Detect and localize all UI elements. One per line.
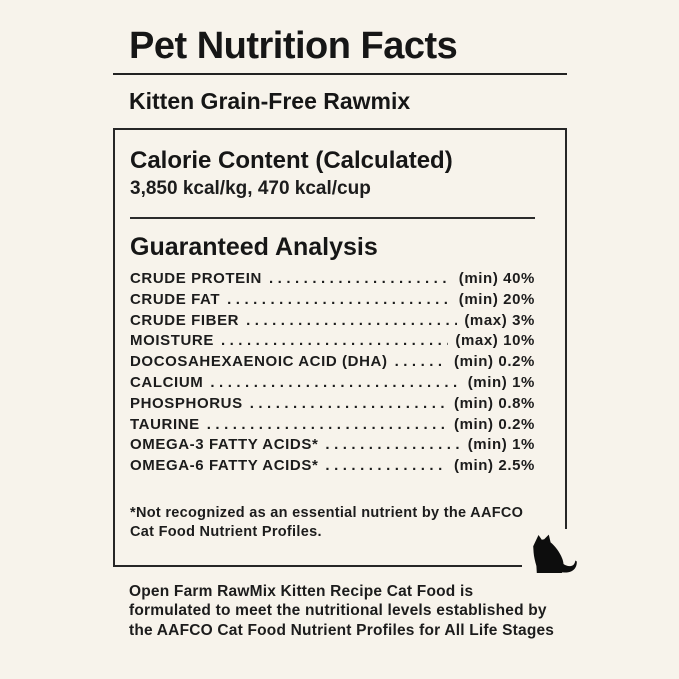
dot-leader [395,352,447,373]
dot-leader [250,394,447,415]
dot-leader [269,269,452,290]
dot-leader [227,290,452,311]
section-divider [130,217,535,219]
nutrient-name: TAURINE [130,415,200,433]
cat-silhouette-icon [522,528,579,577]
nutrient-row: OMEGA-6 FATTY ACIDS* (min) 2.5% [130,456,535,477]
nutrient-row: CRUDE PROTEIN (min) 40% [130,269,535,290]
calorie-content-values: 3,850 kcal/kg, 470 kcal/cup [130,178,371,199]
nutrient-row: PHOSPHORUS (min) 0.8% [130,394,535,415]
aafco-statement: Open Farm RawMix Kitten Recipe Cat Food … [129,582,555,639]
dot-leader [207,415,447,436]
dot-leader [325,435,460,456]
nutrition-facts-panel: Calorie Content (Calculated) 3,850 kcal/… [113,128,579,577]
nutrient-value: (min) 20% [458,290,535,308]
nutrient-value: (min) 0.2% [453,353,535,371]
nutrient-name: CRUDE FAT [130,290,221,308]
product-name: Kitten Grain-Free Rawmix [129,88,411,114]
nutrient-value: (min) 0.8% [453,394,535,412]
title-divider [113,73,567,75]
nutrient-row: OMEGA-3 FATTY ACIDS* (min) 1% [130,435,535,456]
nutrient-row: CRUDE FIBER (max) 3% [130,311,535,332]
calorie-content-heading: Calorie Content (Calculated) [130,147,453,174]
nutrient-row: CRUDE FAT (min) 20% [130,290,535,311]
nutrient-name: PHOSPHORUS [130,394,243,412]
nutrient-value: (min) 1% [467,373,535,391]
nutrient-value: (min) 1% [467,436,535,454]
nutrient-list: CRUDE PROTEIN (min) 40% CRUDE FAT (min) 20… [130,269,535,477]
page-title: Pet Nutrition Facts [129,25,458,67]
nutrient-row: MOISTURE (max) 10% [130,331,535,352]
dot-leader [221,331,448,352]
dot-leader [210,373,460,394]
nutrient-name: OMEGA-6 FATTY ACIDS* [130,457,319,475]
nutrient-value: (min) 0.2% [453,415,535,433]
nutrient-name: DOCOSAHEXAENOIC ACID (DHA) [130,353,388,371]
dot-leader [246,311,457,332]
nutrient-value: (max) 3% [464,311,535,329]
nutrient-row: TAURINE (min) 0.2% [130,415,535,436]
nutrient-name: MOISTURE [130,332,214,350]
label-content: Pet Nutrition Facts Kitten Grain-Free Ra… [113,22,579,640]
nutrient-name: CALCIUM [130,373,204,391]
calorie-content-block: Calorie Content (Calculated) 3,850 kcal/… [130,147,535,201]
nutrient-row: DOCOSAHEXAENOIC ACID (DHA) (min) 0.2% [130,352,535,373]
nutrient-name: CRUDE FIBER [130,311,240,329]
guaranteed-analysis-heading: Guaranteed Analysis [130,233,378,261]
nutrient-value: (max) 10% [455,332,535,350]
nutrient-name: OMEGA-3 FATTY ACIDS* [130,436,319,454]
nutrient-name: CRUDE PROTEIN [130,270,262,287]
dot-leader [325,456,447,477]
nutrient-row: CALCIUM (min) 1% [130,373,535,394]
nutrient-value: (min) 2.5% [453,457,535,475]
nutrient-value: (min) 40% [458,270,535,287]
aafco-footnote: *Not recognized as an essential nutrient… [130,504,524,541]
